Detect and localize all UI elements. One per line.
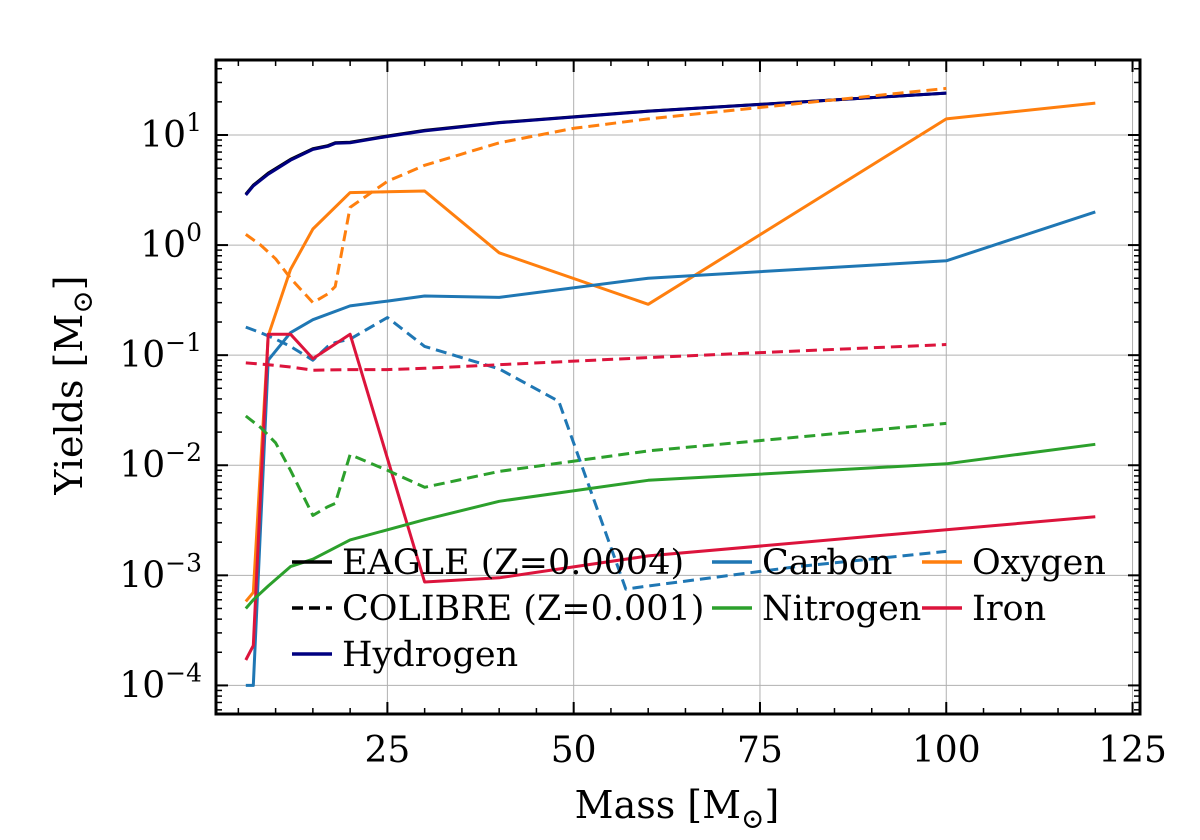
x-tick-label: 100 — [912, 730, 981, 771]
legend-label: EAGLE (Z=0.0004) — [342, 543, 684, 583]
x-tick-label: 125 — [1098, 730, 1167, 771]
x-tick-label: 50 — [551, 730, 597, 771]
y-tick-label: 10−3 — [119, 548, 202, 596]
legend-label: Hydrogen — [342, 635, 518, 675]
sun-symbol-icon: ⊙ — [741, 802, 764, 835]
nitrogen-colibre-line — [244, 414, 947, 517]
y-tick-label: 101 — [140, 108, 202, 156]
plot-frame — [214, 58, 1142, 716]
carbon-colibre-line — [245, 316, 947, 591]
legend-label: Iron — [972, 589, 1046, 629]
legend-label: Nitrogen — [762, 589, 921, 629]
x-tick-label: 25 — [364, 730, 410, 771]
series-group — [244, 86, 1096, 687]
x-tick-label: 75 — [737, 730, 783, 771]
sun-symbol-icon: ⊙ — [66, 290, 99, 313]
legend-label: Carbon — [762, 543, 892, 583]
axis-ticks: 25 50 75 100 125 10−4 10−3 10−2 10−1 100 101 — [119, 60, 1167, 771]
y-axis-label: Yields [M⊙] — [47, 275, 99, 495]
nitrogen-eagle-line — [244, 442, 1096, 610]
y-tick-label: 10−2 — [119, 438, 202, 486]
legend-label: COLIBRE (Z=0.001) — [342, 589, 704, 629]
legend-label: Oxygen — [972, 543, 1106, 583]
y-tick-label: 100 — [140, 218, 202, 266]
legend: EAGLE (Z=0.0004) COLIBRE (Z=0.001) Hydroge… — [292, 543, 1106, 675]
iron-colibre-line — [245, 343, 947, 372]
y-tick-label: 10−4 — [119, 658, 202, 706]
oxygen-colibre-line — [244, 86, 947, 305]
x-axis-label: Mass [M⊙] — [575, 783, 780, 835]
y-tick-label: 10−1 — [119, 328, 202, 376]
hydrogen-eagle-line — [244, 91, 947, 196]
iron-eagle-line — [244, 332, 1096, 661]
